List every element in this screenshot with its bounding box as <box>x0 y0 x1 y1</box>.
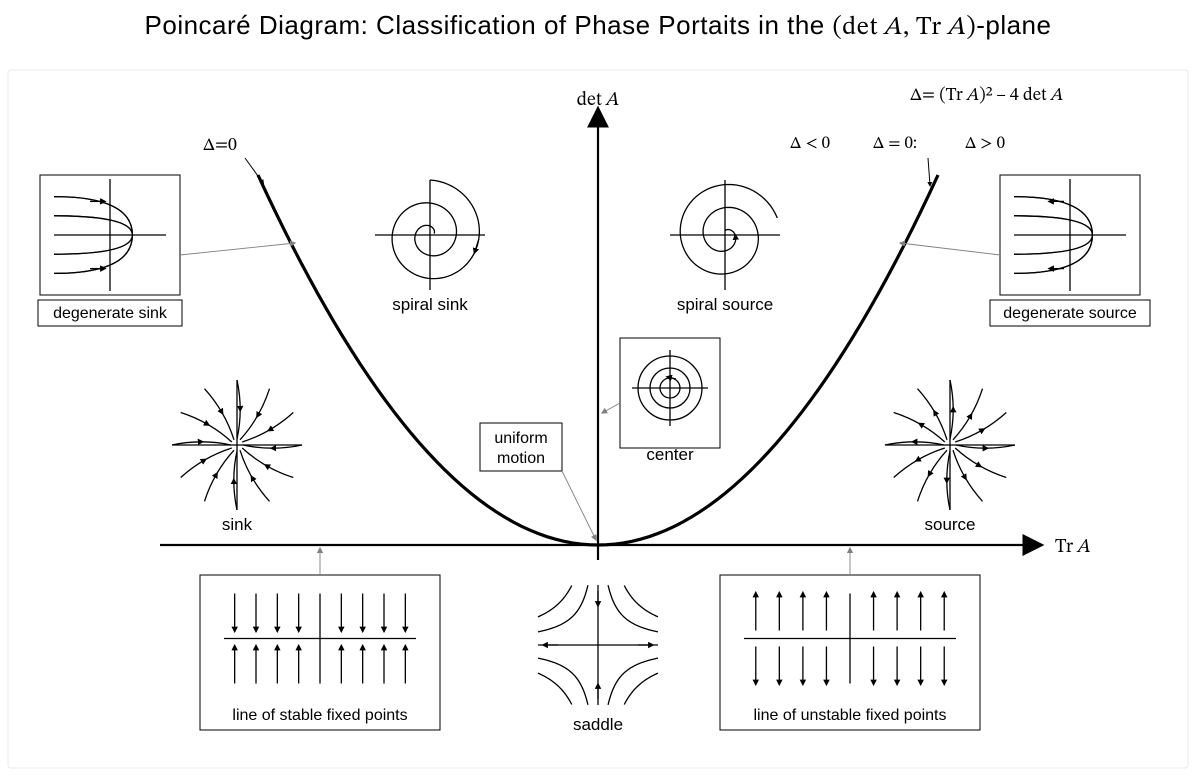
degenerate-sink-label: degenerate sink <box>53 305 168 322</box>
axes <box>160 110 1040 560</box>
delta-eq-zero-label: Δ = 0: <box>873 136 917 153</box>
uniform-motion-label1: uniform <box>494 430 547 447</box>
spiral-source-label: spiral source <box>677 295 773 314</box>
delta-gt-zero-label: Δ > 0 <box>965 136 1005 153</box>
poincare-diagram: { "canvas": { "width": 1196, "height": 7… <box>0 0 1196 776</box>
saddle-label: saddle <box>573 715 623 734</box>
degenerate-source-label: degenerate source <box>1003 305 1137 322</box>
spiral-sink-portrait <box>375 180 485 290</box>
source-label: source <box>924 515 975 534</box>
y-axis-label: det 𝐴 <box>577 91 620 110</box>
degenerate-source-portrait <box>1000 175 1140 295</box>
x-axis-label: Tr 𝐴 <box>1055 538 1091 557</box>
saddle-portrait <box>538 585 658 705</box>
line-stable-label: line of stable fixed points <box>232 707 407 724</box>
center-portrait <box>620 338 720 448</box>
uniform-motion-label2: motion <box>497 450 545 467</box>
degenerate-sink-pointer <box>180 243 295 255</box>
source-portrait <box>885 380 1015 510</box>
discriminant-formula: Δ= (Tr 𝐴)² – 4 det 𝐴 <box>910 86 1063 105</box>
degenerate-source-pointer <box>900 243 1000 255</box>
sink-portrait <box>172 380 302 510</box>
delta-zero-left-arrow <box>245 158 263 183</box>
uniform-motion-pointer <box>562 471 596 540</box>
delta-eq-zero-arrow <box>928 158 930 185</box>
center-label: center <box>646 445 694 464</box>
spiral-source-portrait <box>670 180 780 290</box>
degenerate-sink-portrait <box>40 175 180 295</box>
diagram-svg: Tr 𝐴 det 𝐴 Δ=0 Δ= (Tr 𝐴)² – 4 det 𝐴 Δ < … <box>0 0 1196 776</box>
line-unstable-label: line of unstable fixed points <box>753 707 946 724</box>
center-pointer <box>602 403 620 413</box>
sink-label: sink <box>222 515 253 534</box>
delta-lt-zero-label: Δ < 0 <box>790 136 830 153</box>
delta-zero-left-label: Δ=0 <box>203 137 237 155</box>
spiral-sink-label: spiral sink <box>392 295 468 314</box>
